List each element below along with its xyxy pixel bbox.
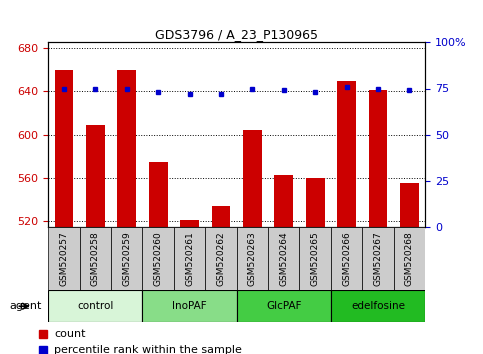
Text: InoPAF: InoPAF <box>172 301 207 311</box>
Bar <box>142 227 174 290</box>
Bar <box>268 227 299 290</box>
Bar <box>237 290 331 322</box>
Text: GSM520259: GSM520259 <box>122 232 131 286</box>
Text: GSM520257: GSM520257 <box>59 232 69 286</box>
Bar <box>394 227 425 290</box>
Bar <box>180 220 199 227</box>
Bar <box>111 227 142 290</box>
Text: GSM520262: GSM520262 <box>216 232 226 286</box>
Bar <box>274 175 293 227</box>
Bar <box>142 290 237 322</box>
Text: control: control <box>77 301 114 311</box>
Bar <box>48 290 142 322</box>
Text: percentile rank within the sample: percentile rank within the sample <box>55 344 242 354</box>
Bar <box>400 183 419 227</box>
Bar <box>48 227 80 290</box>
Text: GSM520261: GSM520261 <box>185 232 194 286</box>
Bar <box>237 227 268 290</box>
Bar <box>331 227 362 290</box>
Text: GSM520265: GSM520265 <box>311 232 320 286</box>
Text: GSM520263: GSM520263 <box>248 232 257 286</box>
Bar <box>299 227 331 290</box>
Bar <box>369 90 387 227</box>
Text: agent: agent <box>10 301 42 311</box>
Bar <box>337 81 356 227</box>
Text: GSM520258: GSM520258 <box>91 232 100 286</box>
Text: GlcPAF: GlcPAF <box>266 301 301 311</box>
Bar <box>212 206 230 227</box>
Bar <box>149 161 168 227</box>
Bar <box>243 130 262 227</box>
Bar <box>306 178 325 227</box>
Text: GSM520268: GSM520268 <box>405 232 414 286</box>
Text: GSM520267: GSM520267 <box>373 232 383 286</box>
Bar <box>117 69 136 227</box>
Title: GDS3796 / A_23_P130965: GDS3796 / A_23_P130965 <box>155 28 318 41</box>
Text: GSM520266: GSM520266 <box>342 232 351 286</box>
Bar <box>55 69 73 227</box>
Text: GSM520260: GSM520260 <box>154 232 163 286</box>
Text: edelfosine: edelfosine <box>351 301 405 311</box>
Bar <box>174 227 205 290</box>
Bar <box>205 227 237 290</box>
Bar <box>362 227 394 290</box>
Bar <box>86 125 105 227</box>
Text: count: count <box>55 329 86 339</box>
Bar <box>80 227 111 290</box>
Bar <box>331 290 425 322</box>
Text: GSM520264: GSM520264 <box>279 232 288 286</box>
